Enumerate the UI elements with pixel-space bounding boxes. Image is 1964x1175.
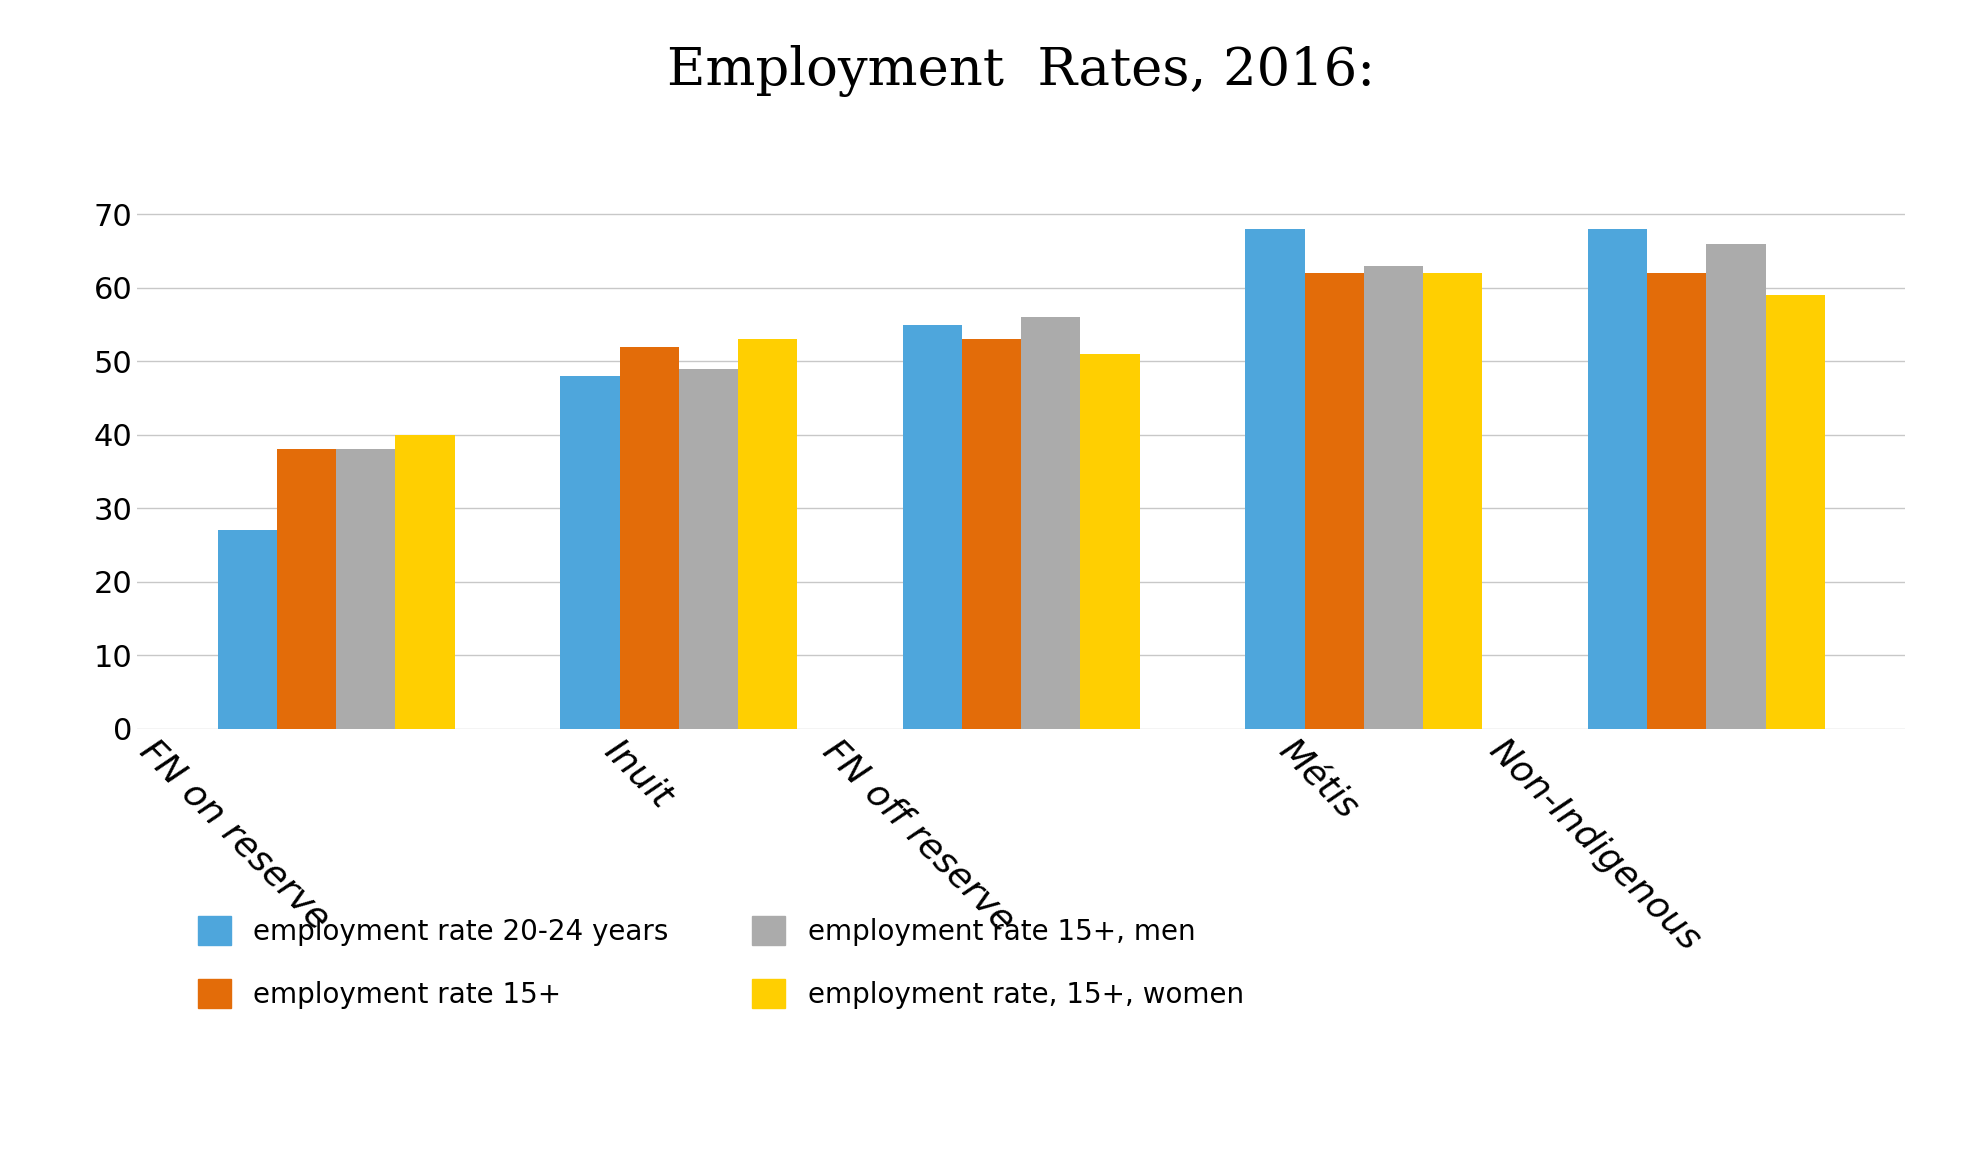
Bar [1304,274,1363,728]
Bar [1363,266,1424,728]
Bar [1707,244,1766,728]
Bar [1424,274,1483,728]
Bar [738,340,797,728]
Bar [277,449,336,728]
Bar [619,347,680,728]
Bar [1648,274,1707,728]
Bar [903,324,962,728]
Bar [680,369,738,728]
Bar [218,530,277,728]
Bar [1766,295,1825,728]
Bar [395,435,454,728]
Title: Employment  Rates, 2016:: Employment Rates, 2016: [668,46,1375,98]
Bar [1245,229,1304,728]
Legend: employment rate 20-24 years, employment rate 15+, employment rate 15+, men, empl: employment rate 20-24 years, employment … [187,905,1255,1020]
Bar [1080,354,1139,728]
Bar [560,376,619,728]
Bar [962,340,1021,728]
Bar [1589,229,1648,728]
Bar [336,449,395,728]
Bar [1021,317,1080,728]
